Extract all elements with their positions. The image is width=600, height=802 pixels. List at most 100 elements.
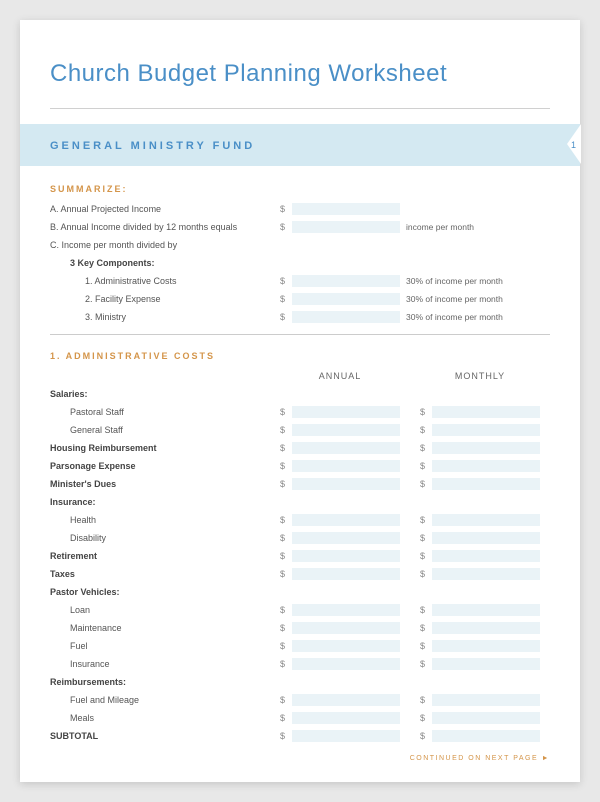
admin-row: Loan$$ — [50, 601, 550, 619]
input-fill[interactable] — [292, 532, 400, 544]
input-fill[interactable] — [432, 424, 540, 436]
admin-row: Housing Reimbursement$$ — [50, 439, 550, 457]
annual-cell: $ — [280, 640, 400, 652]
input-fill[interactable] — [292, 221, 400, 233]
input-fill[interactable] — [432, 658, 540, 670]
banner-text: GENERAL MINISTRY FUND — [50, 140, 255, 152]
value-cell: $ — [280, 275, 400, 287]
dollar-sign: $ — [280, 222, 290, 232]
dollar-sign: $ — [420, 569, 430, 579]
input-fill[interactable] — [292, 640, 400, 652]
admin-label: Minister's Dues — [50, 479, 280, 489]
admin-label: Pastor Vehicles: — [50, 587, 280, 597]
input-fill[interactable] — [292, 550, 400, 562]
dollar-sign: $ — [420, 713, 430, 723]
dollar-sign: $ — [280, 204, 290, 214]
input-fill[interactable] — [292, 406, 400, 418]
monthly-cell: $ — [420, 478, 540, 490]
input-fill[interactable] — [432, 460, 540, 472]
monthly-cell: $ — [420, 442, 540, 454]
dollar-sign: $ — [420, 659, 430, 669]
input-fill[interactable] — [292, 568, 400, 580]
admin-label: Disability — [50, 533, 280, 543]
dollar-sign: $ — [420, 623, 430, 633]
annual-cell: $ — [280, 550, 400, 562]
dollar-sign: $ — [280, 605, 290, 615]
input-fill[interactable] — [432, 604, 540, 616]
monthly-cell: $ — [420, 712, 540, 724]
input-fill[interactable] — [432, 442, 540, 454]
admin-row: Pastor Vehicles: — [50, 583, 550, 601]
row-label: A. Annual Projected Income — [50, 204, 280, 214]
input-fill[interactable] — [292, 293, 400, 305]
admin-row: Insurance: — [50, 493, 550, 511]
header-gap — [400, 371, 420, 381]
input-fill[interactable] — [292, 460, 400, 472]
input-fill[interactable] — [292, 203, 400, 215]
component-note: 30% of income per month — [400, 312, 550, 322]
admin-label: Maintenance — [50, 623, 280, 633]
header-spacer — [50, 371, 280, 381]
input-fill[interactable] — [292, 275, 400, 287]
input-fill[interactable] — [432, 532, 540, 544]
annual-cell: $ — [280, 658, 400, 670]
input-fill[interactable] — [292, 604, 400, 616]
input-fill[interactable] — [432, 640, 540, 652]
page-title: Church Budget Planning Worksheet — [50, 60, 550, 88]
annual-cell: $ — [280, 460, 400, 472]
monthly-cell: $ — [420, 532, 540, 544]
dollar-sign: $ — [280, 479, 290, 489]
dollar-sign: $ — [280, 425, 290, 435]
input-fill[interactable] — [292, 442, 400, 454]
admin-row: General Staff$$ — [50, 421, 550, 439]
value-cell: $ — [280, 311, 400, 323]
admin-label: Health — [50, 515, 280, 525]
dollar-sign: $ — [280, 294, 290, 304]
monthly-cell: $ — [420, 604, 540, 616]
annual-cell: $ — [280, 730, 400, 742]
input-fill[interactable] — [292, 730, 400, 742]
monthly-cell: $ — [420, 424, 540, 436]
summarize-row: A. Annual Projected Income$ — [50, 200, 550, 218]
admin-heading: 1. ADMINISTRATIVE COSTS — [50, 343, 550, 367]
fund-banner: GENERAL MINISTRY FUND — [20, 124, 580, 166]
input-fill[interactable] — [432, 730, 540, 742]
dollar-sign: $ — [280, 659, 290, 669]
input-fill[interactable] — [292, 514, 400, 526]
input-fill[interactable] — [292, 694, 400, 706]
row-note: income per month — [400, 222, 550, 232]
component-note: 30% of income per month — [400, 276, 550, 286]
monthly-cell: $ — [420, 460, 540, 472]
summarize-heading: SUMMARIZE: — [50, 176, 550, 200]
input-fill[interactable] — [292, 712, 400, 724]
input-fill[interactable] — [432, 694, 540, 706]
dollar-sign: $ — [280, 312, 290, 322]
input-fill[interactable] — [432, 568, 540, 580]
input-fill[interactable] — [432, 478, 540, 490]
input-fill[interactable] — [292, 658, 400, 670]
input-fill[interactable] — [432, 550, 540, 562]
admin-row: Parsonage Expense$$ — [50, 457, 550, 475]
input-fill[interactable] — [432, 712, 540, 724]
input-fill[interactable] — [292, 311, 400, 323]
annual-cell: $ — [280, 514, 400, 526]
dollar-sign: $ — [280, 533, 290, 543]
input-fill[interactable] — [292, 478, 400, 490]
input-fill[interactable] — [432, 622, 540, 634]
input-fill[interactable] — [432, 514, 540, 526]
admin-label: Parsonage Expense — [50, 461, 280, 471]
admin-label: Taxes — [50, 569, 280, 579]
admin-label: Insurance: — [50, 497, 280, 507]
banner-wrap: GENERAL MINISTRY FUND 1 — [20, 124, 580, 166]
input-fill[interactable] — [292, 424, 400, 436]
annual-cell: $ — [280, 694, 400, 706]
summarize-row: B. Annual Income divided by 12 months eq… — [50, 218, 550, 236]
admin-label: Pastoral Staff — [50, 407, 280, 417]
dollar-sign: $ — [280, 731, 290, 741]
input-fill[interactable] — [292, 622, 400, 634]
admin-label: General Staff — [50, 425, 280, 435]
admin-rows: Salaries:Pastoral Staff$$General Staff$$… — [50, 385, 550, 745]
annual-cell: $ — [280, 478, 400, 490]
input-fill[interactable] — [432, 406, 540, 418]
page-number: 1 — [571, 140, 576, 150]
